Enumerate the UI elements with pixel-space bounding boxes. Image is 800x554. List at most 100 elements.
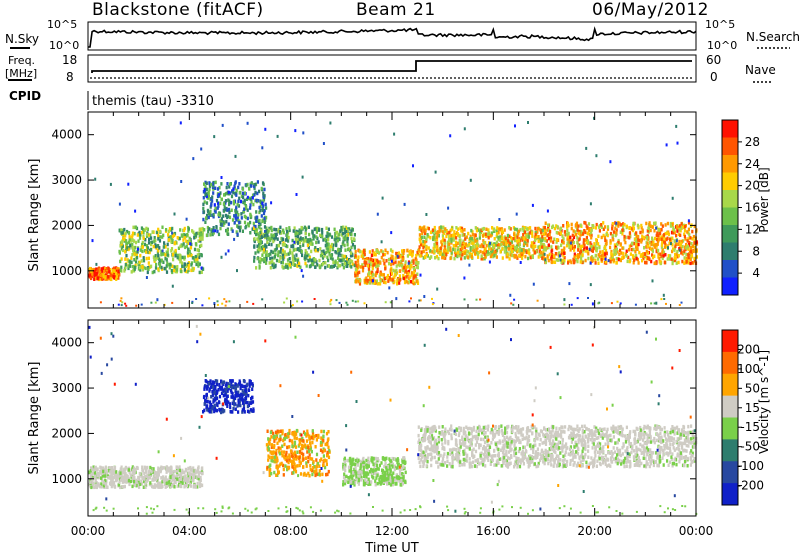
power-cell (493, 237, 496, 241)
power-cell (298, 241, 302, 245)
power-cell (339, 248, 342, 253)
power-cell (695, 242, 699, 246)
velocity-cell (224, 398, 227, 402)
power-cell (496, 226, 499, 230)
power-cell (150, 301, 153, 304)
power-cell (546, 228, 549, 232)
power-cell (305, 253, 308, 257)
power-cell (591, 249, 594, 253)
power-cell (422, 249, 425, 254)
power-cell (480, 243, 483, 247)
power-cell (186, 270, 189, 274)
power-cell (318, 265, 321, 270)
power-cell (262, 199, 265, 203)
power-cell (578, 229, 581, 234)
power-cell (663, 245, 666, 249)
power-cell (314, 246, 317, 250)
power-cell (689, 245, 693, 250)
power-cell (495, 232, 499, 236)
power-cell (202, 267, 205, 271)
power-cell (526, 243, 529, 247)
velocity-cell (291, 465, 294, 469)
power-cell (196, 253, 199, 257)
power-cell (416, 250, 419, 255)
power-cell (122, 236, 125, 241)
velocity-cell (269, 437, 272, 442)
power-cell (415, 261, 418, 265)
power-cell (500, 242, 503, 247)
power-cell (685, 246, 688, 250)
power-cell (343, 243, 346, 248)
power-cell (285, 297, 288, 300)
power-cell (419, 240, 422, 244)
power-cell (463, 256, 466, 260)
power-cell (224, 213, 228, 218)
velocity-cell (296, 464, 299, 468)
power-cell (170, 247, 174, 251)
velocity-cell (271, 459, 274, 463)
velocity-cell (125, 476, 128, 481)
power-cell (379, 279, 382, 283)
power-cell (156, 244, 159, 248)
power-cell (187, 247, 190, 252)
velocity-cell (157, 473, 160, 477)
velocity-cell (156, 474, 159, 478)
power-cell (583, 229, 586, 233)
power-cell (651, 225, 654, 229)
power-cell (517, 238, 521, 243)
power-cell (568, 245, 571, 249)
power-cell (403, 202, 406, 206)
power-cell (91, 272, 94, 276)
power-cell (233, 184, 236, 189)
velocity-cell (325, 442, 329, 447)
power-cell (325, 250, 328, 255)
power-cell (258, 264, 261, 268)
power-cell (262, 247, 266, 252)
power-cell (264, 127, 267, 131)
velocity-cell (282, 463, 285, 468)
velocity-cell (212, 399, 215, 403)
power-cell (171, 234, 175, 239)
power-cell (391, 271, 394, 276)
power-cell (559, 258, 562, 262)
power-cell (658, 231, 661, 235)
power-cell (423, 295, 426, 298)
power-cell (495, 248, 499, 253)
power-cell (662, 236, 665, 241)
power-cell (386, 273, 390, 278)
power-cell (688, 252, 691, 256)
power-cell (589, 241, 592, 245)
power-cell (136, 233, 139, 237)
power-cell (358, 282, 362, 286)
power-cell (227, 207, 231, 212)
power-cell (246, 216, 249, 221)
power-cell (668, 257, 671, 261)
power-cell (124, 250, 127, 254)
power-cell (189, 240, 192, 244)
power-cell (153, 257, 156, 262)
velocity-cell (214, 393, 217, 398)
power-cell (165, 258, 168, 262)
power-cell (636, 257, 639, 262)
velocity-cell (143, 471, 146, 476)
power-cell (676, 141, 679, 145)
power-cell (457, 253, 460, 257)
power-cell (255, 210, 258, 214)
power-cell (422, 256, 425, 260)
velocity-cell (302, 439, 305, 443)
power-cell (184, 264, 187, 268)
power-cell (683, 225, 687, 229)
velocity-cell (286, 467, 289, 472)
power-cell (455, 226, 458, 230)
velocity-cell (309, 446, 312, 450)
power-cell (406, 248, 409, 253)
power-cell (285, 264, 288, 269)
power-cell (587, 297, 589, 299)
power-cell (482, 239, 485, 243)
power-cell (671, 261, 674, 266)
velocity-cell (203, 402, 206, 406)
power-cell (413, 268, 416, 273)
velocity-cell (287, 466, 290, 471)
y-tick-label: 4000 (51, 128, 82, 142)
power-cell (266, 236, 269, 240)
